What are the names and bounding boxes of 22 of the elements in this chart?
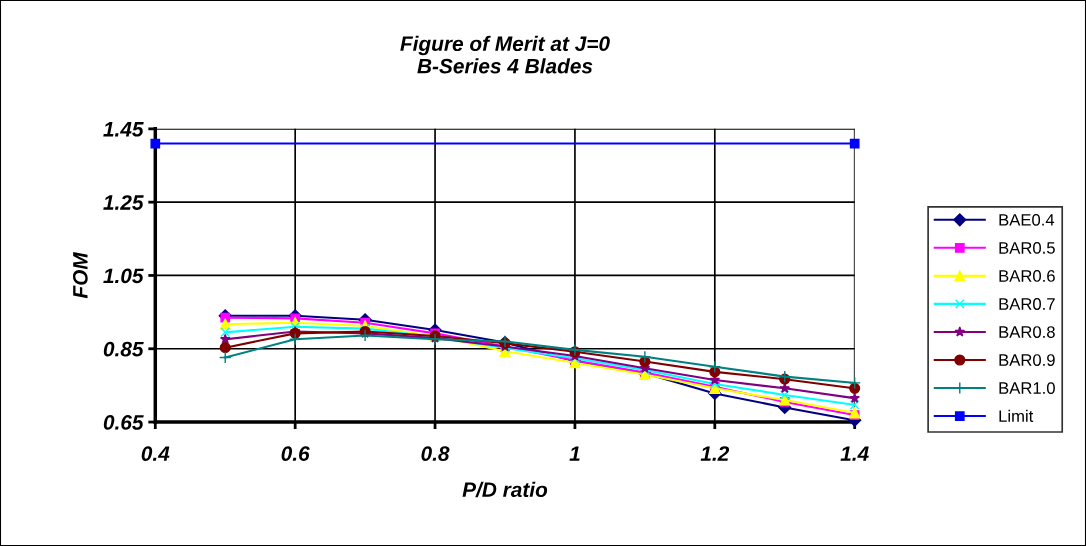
legend-label: BAR0.8: [999, 326, 1055, 338]
y-tick-label: 0.85: [103, 341, 144, 357]
y-tick-label: 1.05: [103, 268, 144, 284]
legend-label: BAR0.9: [999, 354, 1055, 366]
legend-label: BAR0.6: [999, 270, 1055, 282]
legend-label: Limit: [999, 409, 1034, 423]
x-tick-label: 1.4: [840, 446, 869, 461]
x-axis-title: P/D ratio: [462, 481, 548, 498]
x-tick-label: 0.8: [421, 446, 450, 461]
x-tick-label: 0.4: [141, 446, 170, 461]
y-axis-title: FOM: [72, 251, 88, 299]
y-tick-label: 0.65: [103, 415, 144, 430]
legend-label: BAE0.4: [999, 213, 1055, 226]
legend-label: BAR0.7: [999, 298, 1055, 310]
x-tick-label: 1.2: [700, 446, 730, 461]
y-tick-label: 1.45: [103, 122, 144, 137]
chart-title: Figure of Merit at J=0 B-Series 4 Blades: [400, 35, 610, 74]
x-tick-label: 0.6: [281, 446, 310, 461]
y-tick-label: 1.25: [103, 195, 144, 210]
x-tick-label: 1: [569, 446, 580, 461]
legend-label: BAR0.5: [999, 242, 1055, 254]
legend-label: BAR1.0: [999, 382, 1055, 394]
